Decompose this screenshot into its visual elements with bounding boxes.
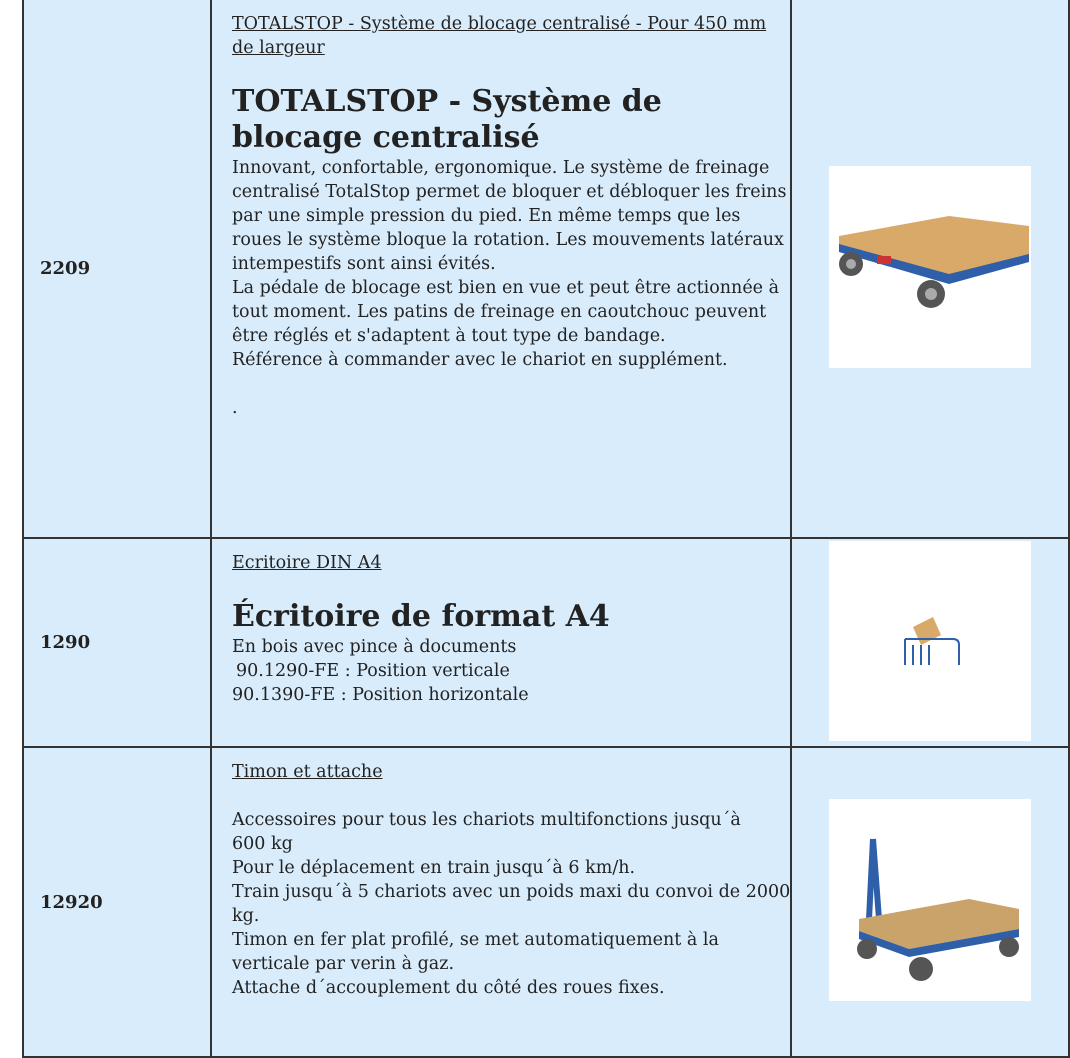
paragraph: 90.1290-FE : Position verticale (236, 661, 510, 681)
paragraph: Attache d´accouplement du côté des roues… (232, 978, 665, 998)
heading: Écritoire de format A4 (232, 599, 610, 634)
description-cell: Ecritoire DIN A4 Écritoire de format A4 … (210, 537, 792, 748)
image-cell (790, 746, 1070, 1058)
row: 1290 Ecritoire DIN A4 Écritoire de forma… (22, 537, 1070, 748)
paragraph: Accessoires pour tous les chariots multi… (232, 810, 741, 854)
paragraph: La pédale de blocage est bien en vue et … (232, 278, 780, 346)
paragraph: Pour le déplacement en train jusqu´à 6 k… (232, 858, 636, 878)
product-image (829, 165, 1031, 368)
footnote: . (232, 398, 238, 418)
product-link[interactable]: Timon et attache (232, 762, 383, 782)
reference: 1290 (22, 537, 212, 748)
paragraph: Référence à commander avec le chariot en… (232, 350, 728, 370)
description-cell: TOTALSTOP - Système de blocage centralis… (210, 0, 792, 539)
reference: 2209 (22, 0, 212, 539)
heading: TOTALSTOP - Système de blocage centralis… (232, 84, 662, 155)
product-image (829, 799, 1031, 1001)
product-link[interactable]: TOTALSTOP - Système de blocage centralis… (232, 14, 767, 58)
product-link[interactable]: Ecritoire DIN A4 (232, 553, 382, 573)
paragraph: 90.1390-FE : Position horizontale (232, 685, 529, 705)
paragraph: Innovant, confortable, ergonomique. Le s… (232, 158, 787, 274)
paragraph: Train jusqu´à 5 chariots avec un poids m… (232, 882, 791, 926)
row: 2209 TOTALSTOP - Système de blocage cent… (22, 0, 1070, 539)
product-table: 2209 TOTALSTOP - Système de blocage cent… (22, 0, 1070, 1058)
product-image (829, 540, 1031, 741)
reference: 12920 (22, 746, 212, 1058)
image-cell (790, 0, 1070, 539)
row: 12920 Timon et attache Accessoires pour … (22, 746, 1070, 1058)
paragraph: Timon en fer plat profilé, se met automa… (232, 930, 719, 974)
description-cell: Timon et attache Accessoires pour tous l… (210, 746, 792, 1058)
image-cell (790, 537, 1070, 748)
paragraph: En bois avec pince à documents (232, 637, 517, 657)
